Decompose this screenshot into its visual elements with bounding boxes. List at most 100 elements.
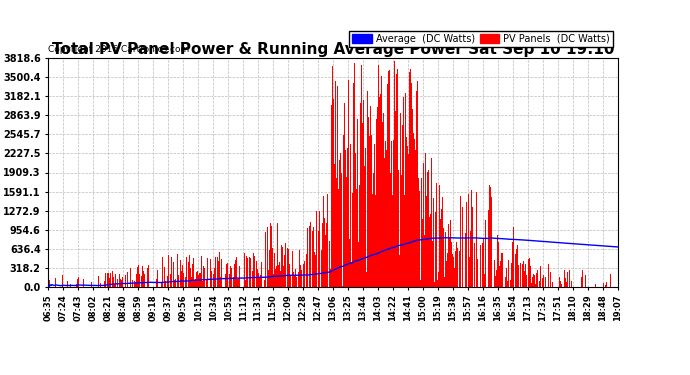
Bar [293,272,294,287]
Bar [329,241,330,287]
Bar [420,280,421,287]
Bar [258,273,259,287]
Bar [295,279,297,287]
Bar [358,242,359,287]
Bar [469,257,470,287]
Bar [365,148,366,287]
Bar [320,225,322,287]
Bar [212,270,213,287]
Bar [356,189,357,287]
Bar [252,271,253,287]
Bar [180,260,181,287]
Bar [110,273,111,287]
Bar [288,249,289,287]
Bar [434,190,435,287]
Bar [399,86,400,287]
Bar [511,262,512,287]
Bar [444,277,445,287]
Bar [119,283,120,287]
Bar [189,255,190,287]
Bar [117,279,118,287]
Bar [174,280,175,287]
Bar [350,104,351,287]
Bar [218,261,219,287]
Bar [200,273,201,287]
Bar [309,226,310,287]
Bar [476,192,477,287]
Bar [135,282,136,287]
Bar [501,253,502,287]
Bar [382,122,383,287]
Bar [77,279,78,287]
Text: Copyright 2016 Cartronics.com: Copyright 2016 Cartronics.com [48,45,190,54]
Bar [561,284,562,287]
Bar [277,223,278,287]
Bar [406,143,408,287]
Bar [521,271,522,287]
Bar [423,163,424,287]
Bar [357,118,358,287]
Bar [256,261,257,287]
Bar [220,278,221,287]
Bar [403,97,404,287]
Bar [281,245,282,287]
Bar [548,269,549,287]
Bar [490,187,491,287]
Bar [229,274,230,287]
Bar [278,265,279,287]
Bar [284,255,285,287]
Bar [364,166,365,287]
Bar [499,266,500,287]
Bar [386,150,387,287]
Bar [254,256,255,287]
Bar [495,276,496,287]
Bar [193,258,194,287]
Bar [76,279,77,287]
Bar [314,252,315,287]
Bar [279,269,280,287]
Bar [299,251,300,287]
Bar [448,224,449,287]
Bar [445,199,446,287]
Bar [335,81,336,287]
Bar [485,220,486,287]
Bar [569,270,570,287]
Bar [144,274,145,287]
Bar [175,279,176,287]
Bar [330,269,331,287]
Bar [141,276,142,287]
Bar [192,264,193,287]
Bar [414,138,415,287]
Bar [104,280,105,287]
Bar [163,271,164,287]
Bar [525,264,526,287]
Bar [505,277,506,287]
Bar [591,270,592,287]
Bar [55,278,56,287]
Bar [517,245,518,287]
Bar [206,257,207,287]
Bar [421,138,422,287]
Bar [162,257,163,287]
Bar [301,270,302,287]
Bar [512,242,513,287]
Bar [497,235,498,287]
Bar [114,282,115,287]
Bar [344,81,346,287]
Bar [361,148,362,287]
Bar [298,272,299,287]
Bar [346,177,347,287]
Bar [113,276,114,287]
Bar [134,281,135,287]
Bar [426,195,427,287]
Bar [582,270,583,287]
Bar [307,228,308,287]
Bar [513,227,514,287]
Bar [470,194,471,287]
Bar [161,283,162,287]
Bar [324,218,325,287]
Bar [264,280,265,287]
Bar [557,273,558,287]
Bar [603,283,604,287]
Bar [435,213,436,287]
